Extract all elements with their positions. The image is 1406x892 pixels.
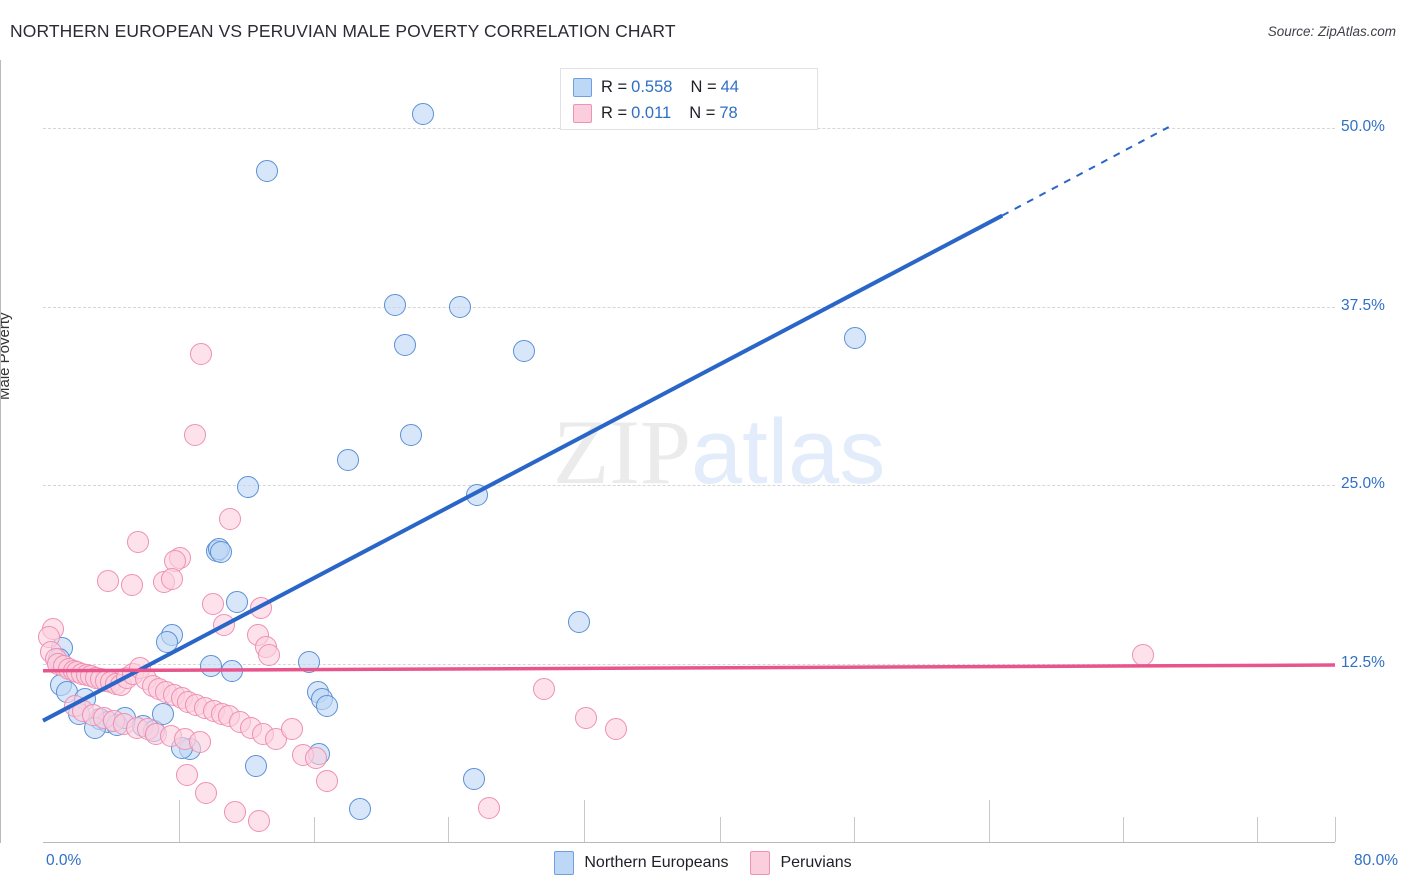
x-axis-major-tick	[584, 800, 586, 842]
r-label: R =	[601, 103, 628, 122]
x-axis-minor-tick	[719, 817, 721, 842]
data-point	[605, 718, 628, 741]
data-point	[225, 591, 248, 614]
stats-legend-row: R = 0.011 N = 78	[573, 100, 807, 126]
data-point	[1131, 644, 1154, 667]
data-point	[219, 508, 242, 531]
y-axis-tick-label: 50.0%	[1341, 118, 1385, 136]
x-axis-major-tick	[989, 800, 991, 842]
data-point	[532, 678, 555, 701]
data-point	[250, 596, 273, 619]
data-point	[161, 568, 184, 591]
data-point	[120, 574, 143, 597]
data-point	[280, 718, 303, 741]
data-point	[156, 631, 179, 654]
data-point	[258, 644, 281, 667]
data-point	[256, 160, 279, 183]
n-value: 78	[719, 103, 738, 122]
source-attribution: Source: ZipAtlas.com	[1267, 24, 1396, 39]
data-point	[201, 592, 224, 615]
legend-entry-northern-europeans[interactable]: Northern Europeans	[554, 851, 728, 875]
data-point	[393, 334, 416, 357]
x-axis-min-label: 0.0%	[46, 852, 82, 869]
data-point	[574, 706, 597, 729]
legend-entry-peruvians[interactable]: Peruvians	[750, 851, 852, 875]
data-point	[400, 424, 423, 447]
x-axis-minor-tick	[1257, 817, 1259, 842]
data-point	[477, 796, 500, 819]
x-axis-minor-tick	[1123, 817, 1125, 842]
y-axis-tick-label: 37.5%	[1341, 296, 1385, 314]
data-point	[844, 327, 867, 350]
data-point	[175, 763, 198, 786]
y-axis-tick-label: 25.0%	[1341, 475, 1385, 493]
data-point	[245, 755, 268, 778]
gridline	[43, 306, 1335, 308]
data-point	[220, 659, 243, 682]
data-point	[96, 569, 119, 592]
r-label: R =	[601, 77, 628, 96]
n-value: 44	[720, 77, 739, 96]
correlation-stats-legend: R = 0.558 N = 44 R = 0.011 N = 78	[560, 68, 818, 130]
data-point	[264, 728, 287, 751]
data-point	[513, 340, 536, 363]
data-point	[212, 614, 235, 637]
plot-area	[38, 60, 1336, 842]
legend-label: Northern Europeans	[584, 854, 729, 871]
y-axis-line	[0, 60, 1, 843]
legend-label: Peruvians	[780, 854, 852, 871]
data-point	[337, 448, 360, 471]
stats-legend-row: R = 0.558 N = 44	[573, 74, 807, 100]
y-axis-tick-label: 12.5%	[1341, 653, 1385, 671]
r-value: 0.558	[631, 77, 673, 96]
data-point	[190, 342, 213, 365]
x-axis-max-label: 80.0%	[1354, 852, 1398, 869]
r-value: 0.011	[631, 103, 672, 122]
data-point	[466, 484, 489, 507]
data-point	[195, 782, 218, 805]
x-axis-minor-tick	[1335, 817, 1336, 842]
data-point	[127, 531, 150, 554]
series-legend: Northern Europeans Peruvians	[0, 851, 1406, 875]
x-axis-minor-tick	[314, 817, 316, 842]
data-point	[248, 809, 271, 832]
n-label: N =	[690, 77, 717, 96]
x-axis-line	[43, 842, 1335, 843]
data-point	[188, 731, 211, 754]
data-point	[348, 798, 371, 821]
data-point	[316, 769, 339, 792]
x-axis-minor-tick	[853, 817, 855, 842]
swatch-peruvians	[573, 103, 592, 123]
y-axis-title: Male Poverty	[0, 312, 13, 400]
legend-swatch-peruvians	[750, 851, 771, 875]
x-axis-major-tick	[178, 800, 180, 842]
data-point	[384, 294, 407, 317]
data-point	[224, 801, 247, 824]
data-point	[237, 475, 260, 498]
swatch-northern-europeans	[573, 77, 592, 97]
data-point	[411, 103, 434, 126]
data-point	[463, 768, 486, 791]
n-label: N =	[689, 103, 716, 122]
data-point	[199, 655, 222, 678]
data-point	[316, 695, 339, 718]
page-title: NORTHERN EUROPEAN VS PERUVIAN MALE POVER…	[10, 21, 676, 41]
data-point	[183, 424, 206, 447]
data-point	[304, 746, 327, 769]
data-point	[298, 651, 321, 674]
data-point	[568, 611, 591, 634]
legend-swatch-northern-europeans	[554, 851, 575, 875]
data-point	[448, 295, 471, 318]
data-point	[209, 541, 232, 564]
x-axis-minor-tick	[448, 817, 450, 842]
